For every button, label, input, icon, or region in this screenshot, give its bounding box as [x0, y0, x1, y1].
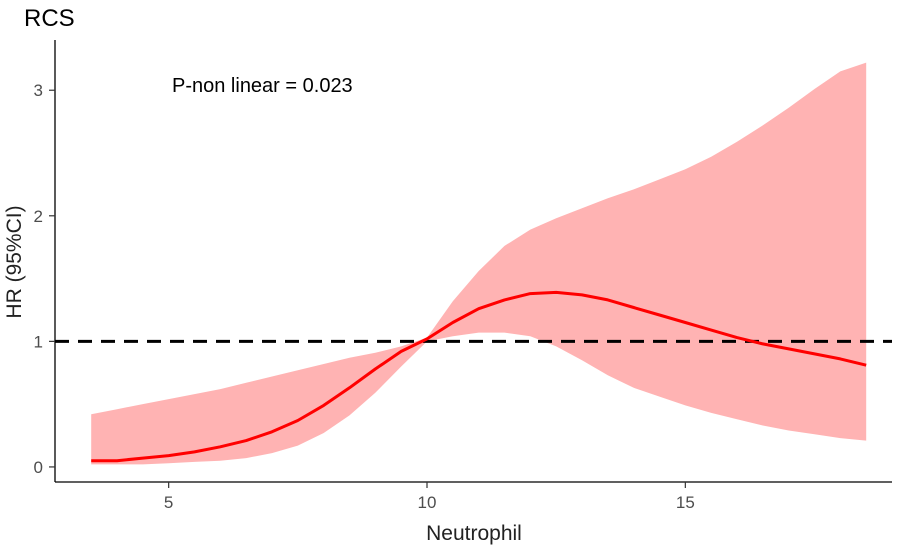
y-tick-label: 3: [34, 81, 43, 100]
y-tick-label: 1: [34, 332, 43, 351]
y-tick-label: 0: [34, 458, 43, 477]
confidence-band-0: [91, 62, 867, 465]
x-tick-label: 10: [418, 493, 437, 512]
x-axis-label: Neutrophil: [426, 522, 522, 545]
x-tick-label: 15: [676, 493, 695, 512]
annotation-text: P-non linear = 0.023: [172, 75, 353, 97]
hr-curve-0: [91, 290, 867, 463]
chart-title: RCS: [24, 5, 75, 32]
x-tick-label: 5: [164, 493, 173, 512]
y-tick-label: 2: [34, 207, 43, 226]
plot-area: 5 10 15 0 1 2 3: [34, 40, 892, 512]
y-axis-label: HR (95%CI): [3, 205, 26, 318]
